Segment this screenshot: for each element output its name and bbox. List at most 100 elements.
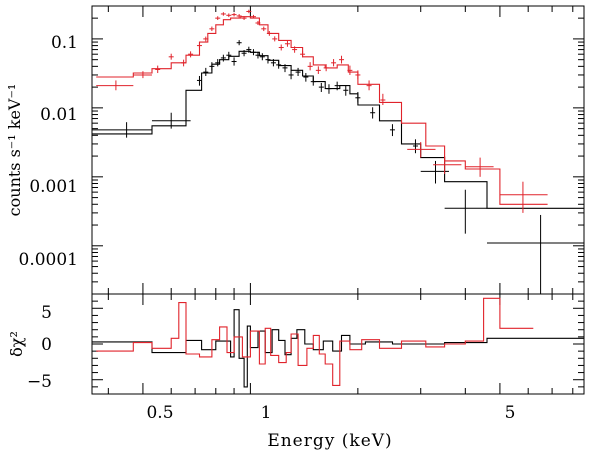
data-point [272, 36, 278, 42]
data-point [241, 50, 247, 57]
data-point [261, 26, 267, 32]
data-point [334, 81, 340, 91]
data-point [326, 84, 332, 94]
data-point [310, 77, 316, 86]
x-tick-label: 1 [261, 403, 272, 423]
data-point [215, 59, 221, 67]
data-point [343, 85, 349, 96]
data-point [412, 139, 418, 154]
data-point [295, 67, 301, 76]
data-point [307, 62, 313, 71]
data-point [226, 13, 232, 18]
data-point [96, 80, 134, 91]
data-point [220, 12, 226, 16]
data-point [203, 36, 209, 42]
residual-y-axis-label: δχ² [7, 331, 26, 357]
residual-y-tick-labels: 5 0 −5 [27, 303, 52, 392]
y-tick-label: 0.01 [40, 105, 78, 125]
residual-ticks [92, 294, 584, 394]
data-point [241, 16, 247, 20]
data-point [444, 189, 487, 234]
spectrum-y-tick-labels: 0.1 0.01 0.001 0.0001 [19, 33, 78, 270]
data-point [331, 59, 337, 67]
residual-frame [91, 293, 585, 395]
data-point [246, 9, 252, 14]
data-point [292, 46, 298, 53]
data-point [366, 80, 372, 91]
data-point [188, 51, 194, 58]
data-point [318, 82, 324, 92]
data-point [181, 59, 187, 67]
y-tick-label: 0 [41, 335, 52, 355]
data-point [231, 12, 237, 17]
data-point [370, 107, 376, 119]
data-point [284, 40, 290, 47]
residual-step-lines [92, 297, 584, 388]
data-point [255, 51, 261, 59]
data-point [465, 157, 494, 177]
y-tick-label: 0.1 [51, 33, 78, 53]
data-point [499, 181, 548, 213]
data-point [151, 112, 191, 129]
data-point [266, 31, 272, 36]
data-point [339, 55, 345, 64]
y-tick-label: 0.001 [29, 177, 78, 197]
x-tick-label: 0.5 [146, 403, 173, 423]
data-point [300, 50, 306, 58]
data-point [486, 214, 584, 294]
data-point [276, 60, 282, 69]
data-point [226, 51, 232, 59]
data-point [196, 42, 202, 49]
spectrum-data-points [92, 9, 584, 294]
data-point [323, 64, 329, 72]
residual-step-line [96, 297, 534, 386]
data-point [215, 16, 221, 20]
data-point [209, 62, 215, 71]
data-point [270, 59, 276, 67]
data-point [168, 53, 174, 60]
y-tick-label: 5 [41, 303, 52, 323]
data-point [250, 14, 256, 19]
data-point [236, 40, 242, 46]
residual-panel: 5 0 −5 δχ² 0.5 1 5 Energy (keV) [7, 293, 585, 451]
data-point [209, 26, 215, 32]
data-point [303, 73, 309, 82]
spectrum-minor-ticks [92, 6, 584, 295]
data-point [355, 91, 361, 103]
x-axis-label: Energy (keV) [267, 431, 392, 451]
spectrum-model-lines [92, 16, 584, 209]
data-point [231, 57, 237, 66]
data-point [315, 66, 321, 74]
data-point [250, 49, 256, 56]
data-point [433, 156, 462, 174]
data-point [236, 14, 242, 18]
spectrum-frame [91, 5, 585, 295]
data-point [389, 124, 395, 137]
data-point [255, 20, 261, 26]
x-tick-label: 5 [505, 403, 516, 423]
data-point [259, 53, 265, 61]
y-tick-label: −5 [27, 372, 52, 392]
spectrum-y-axis-label: counts s⁻¹ keV⁻¹ [5, 84, 24, 217]
spectrum-panel: 0.1 0.01 0.001 0.0001 counts s⁻¹ keV⁻¹ [5, 5, 585, 295]
model-step-line [96, 16, 548, 205]
data-point [380, 93, 386, 106]
data-point [265, 56, 271, 64]
data-point [220, 54, 226, 62]
model-step-line [92, 50, 584, 209]
x-tick-labels: 0.5 1 5 [146, 403, 515, 423]
data-point [133, 71, 152, 79]
y-tick-label: 0.0001 [19, 250, 78, 270]
data-point [246, 46, 252, 53]
data-point [407, 141, 436, 158]
data-point [92, 122, 152, 138]
data-point [278, 44, 284, 51]
data-point [196, 75, 202, 86]
data-point [155, 65, 161, 74]
data-point [203, 67, 209, 76]
data-point [288, 70, 294, 80]
data-point [347, 65, 353, 75]
data-point [355, 70, 361, 80]
data-point [282, 64, 288, 73]
